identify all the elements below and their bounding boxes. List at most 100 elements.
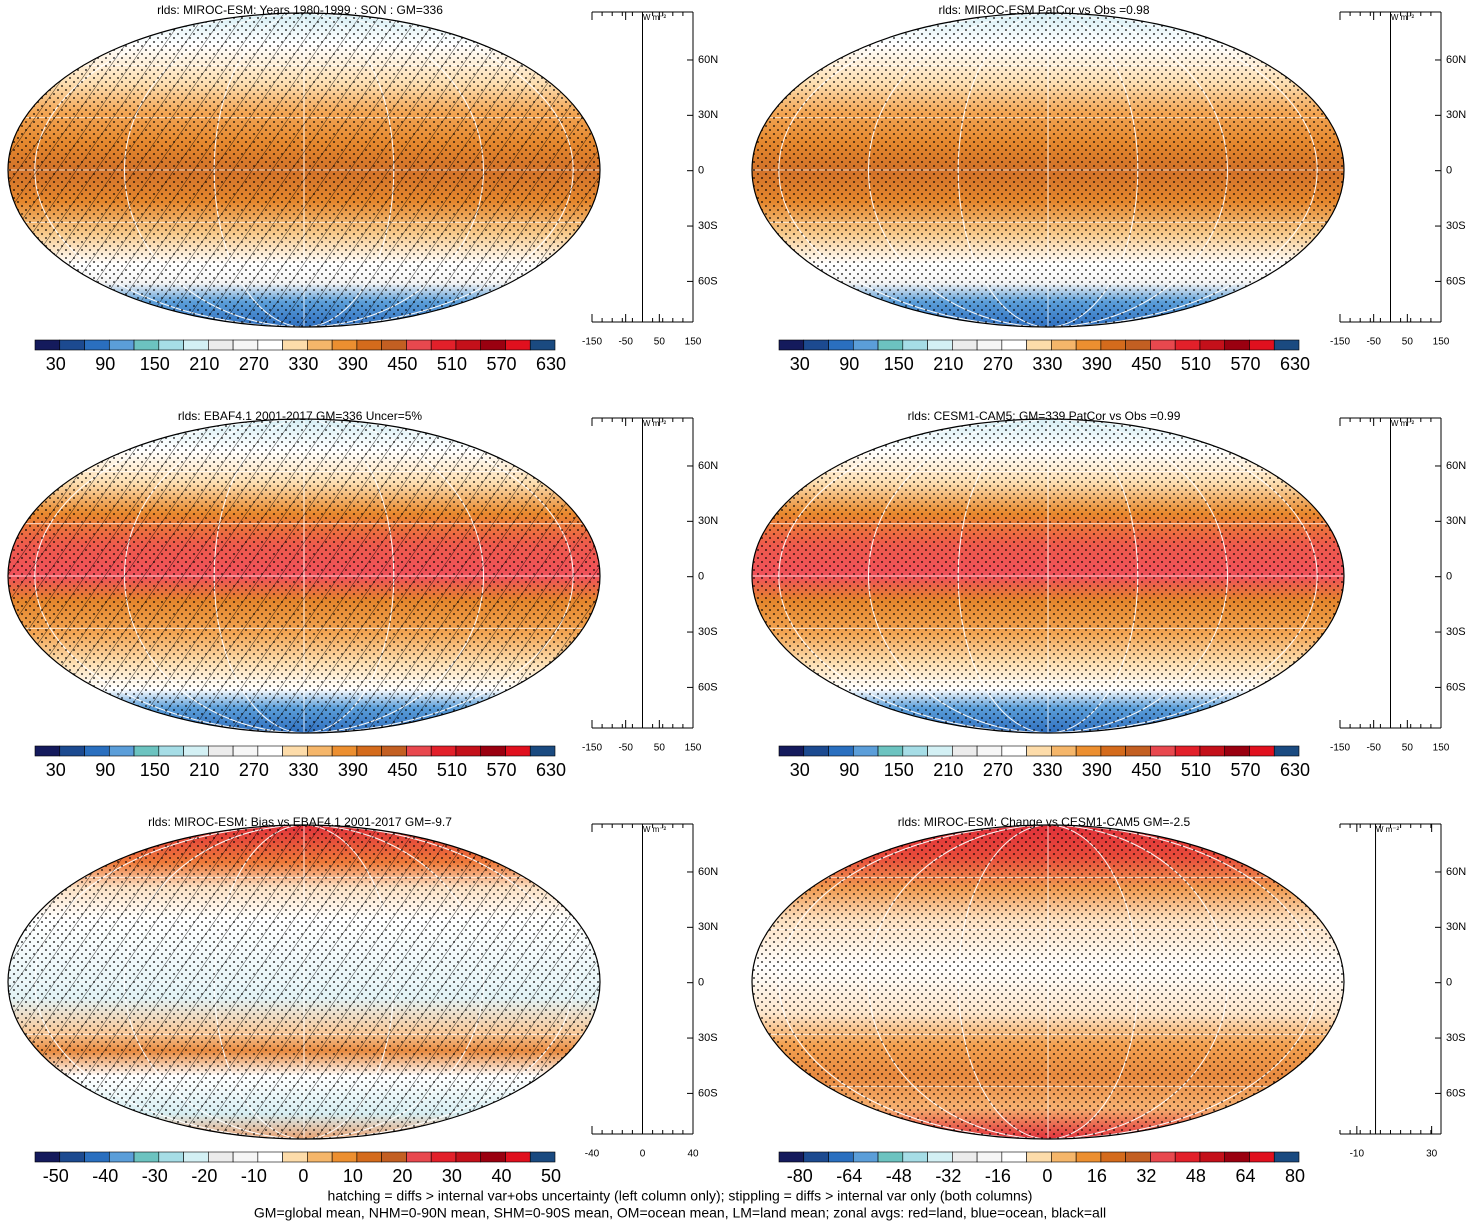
colorbar-box <box>307 746 332 756</box>
colorbar-box <box>184 746 209 756</box>
colorbar-label: 30 <box>442 1166 462 1186</box>
colorbar-box <box>283 340 308 350</box>
y-tick-label: 30N <box>1446 515 1466 527</box>
colorbar-label: 80 <box>1285 1166 1305 1186</box>
colorbar-box <box>1175 1152 1200 1162</box>
colorbar-box <box>1249 340 1274 350</box>
panel-title: rlds: CESM1-CAM5: GM=339 PatCor vs Obs =… <box>908 409 1181 423</box>
colorbar-box <box>382 1152 407 1162</box>
colorbar-box <box>1002 340 1027 350</box>
x-tick-label: 30 <box>1426 1149 1438 1160</box>
colorbar-label: 330 <box>1032 760 1062 780</box>
colorbar-box <box>60 340 85 350</box>
colorbar-label: 510 <box>1181 354 1211 374</box>
colorbar-label: 30 <box>46 760 66 780</box>
colorbar-box <box>1200 1152 1225 1162</box>
map <box>8 419 600 733</box>
unit-label: W m⁻² <box>1376 825 1400 834</box>
colorbar-box <box>804 1152 829 1162</box>
colorbar-box <box>1101 746 1126 756</box>
colorbar-box <box>233 746 258 756</box>
colorbar-box <box>332 340 357 350</box>
map <box>8 13 600 327</box>
colorbar-label: -16 <box>985 1166 1011 1186</box>
y-tick-label: 30S <box>1446 220 1466 232</box>
x-tick-label: 0 <box>640 1149 646 1160</box>
colorbar-box <box>1126 340 1151 350</box>
colorbar-box <box>530 746 555 756</box>
colorbar-box <box>60 746 85 756</box>
colorbar-box <box>159 746 184 756</box>
colorbar-box <box>1225 340 1250 350</box>
colorbar-box <box>1200 340 1225 350</box>
colorbar-box <box>952 746 977 756</box>
colorbar-label: 210 <box>189 354 219 374</box>
colorbar-box <box>233 340 258 350</box>
x-tick-label: 150 <box>685 743 702 754</box>
colorbar-label: -48 <box>886 1166 912 1186</box>
y-tick-label: 30N <box>698 515 718 527</box>
colorbar-box <box>307 1152 332 1162</box>
colorbar-box <box>1076 340 1101 350</box>
colorbar-label: 630 <box>536 760 566 780</box>
y-tick-label: 0 <box>1446 165 1452 177</box>
colorbar-box <box>109 746 134 756</box>
colorbar-label: 40 <box>491 1166 511 1186</box>
colorbar-box <box>1274 746 1299 756</box>
stippling <box>752 13 1344 327</box>
colorbar-label: -30 <box>142 1166 168 1186</box>
colorbar-label: 30 <box>790 760 810 780</box>
colorbar-box <box>804 746 829 756</box>
x-tick-label: -50 <box>618 337 633 348</box>
colorbar-box <box>903 340 928 350</box>
y-tick-label: 0 <box>698 571 704 583</box>
colorbar-box <box>35 1152 60 1162</box>
hatching <box>8 13 600 327</box>
colorbar-box <box>1027 1152 1052 1162</box>
colorbar-box <box>35 746 60 756</box>
colorbar-box <box>530 1152 555 1162</box>
colorbar-label: 150 <box>884 354 914 374</box>
unit-label: W m⁻² <box>643 13 667 22</box>
x-tick-label: -150 <box>582 743 602 754</box>
y-tick-label: 60N <box>1446 866 1466 878</box>
colorbar-box <box>406 1152 431 1162</box>
x-tick-label: 50 <box>654 743 666 754</box>
y-tick-label: 60N <box>698 866 718 878</box>
colorbar-box <box>977 1152 1002 1162</box>
colorbar-box <box>357 746 382 756</box>
colorbar-box <box>1002 746 1027 756</box>
colorbar-box <box>159 1152 184 1162</box>
colorbar-label: -32 <box>935 1166 961 1186</box>
colorbar-box <box>1274 340 1299 350</box>
colorbar-box <box>85 746 110 756</box>
colorbar-box <box>60 1152 85 1162</box>
x-tick-label: 50 <box>1402 337 1414 348</box>
colorbar-box <box>878 1152 903 1162</box>
y-tick-label: 60S <box>1446 681 1466 693</box>
stippling <box>752 825 1344 1139</box>
map <box>752 13 1344 327</box>
y-tick-label: 60S <box>698 1087 718 1099</box>
x-tick-label: -40 <box>585 1149 600 1160</box>
colorbar-label: 30 <box>790 354 810 374</box>
y-tick-label: 0 <box>1446 571 1452 583</box>
colorbar-box <box>1076 746 1101 756</box>
colorbar-box <box>357 1152 382 1162</box>
colorbar-label: 270 <box>239 760 269 780</box>
panel-title: rlds: MIROC-ESM: Years 1980-1999 : SON :… <box>157 3 443 17</box>
colorbar-label: 90 <box>839 354 859 374</box>
colorbar-box <box>406 340 431 350</box>
y-tick-label: 60N <box>1446 460 1466 472</box>
colorbar-label: 90 <box>95 760 115 780</box>
colorbar-box <box>1126 1152 1151 1162</box>
colorbar-box <box>85 1152 110 1162</box>
panel-title: rlds: MIROC-ESM: Bias vs EBAF4.1 2001-20… <box>148 815 452 829</box>
colorbar-box <box>878 340 903 350</box>
stippling <box>752 419 1344 733</box>
panel-title: rlds: MIROC-ESM: Change vs CESM1-CAM5 GM… <box>898 815 1191 829</box>
colorbar-box <box>1150 340 1175 350</box>
colorbar-box <box>1051 1152 1076 1162</box>
colorbar-box <box>109 340 134 350</box>
